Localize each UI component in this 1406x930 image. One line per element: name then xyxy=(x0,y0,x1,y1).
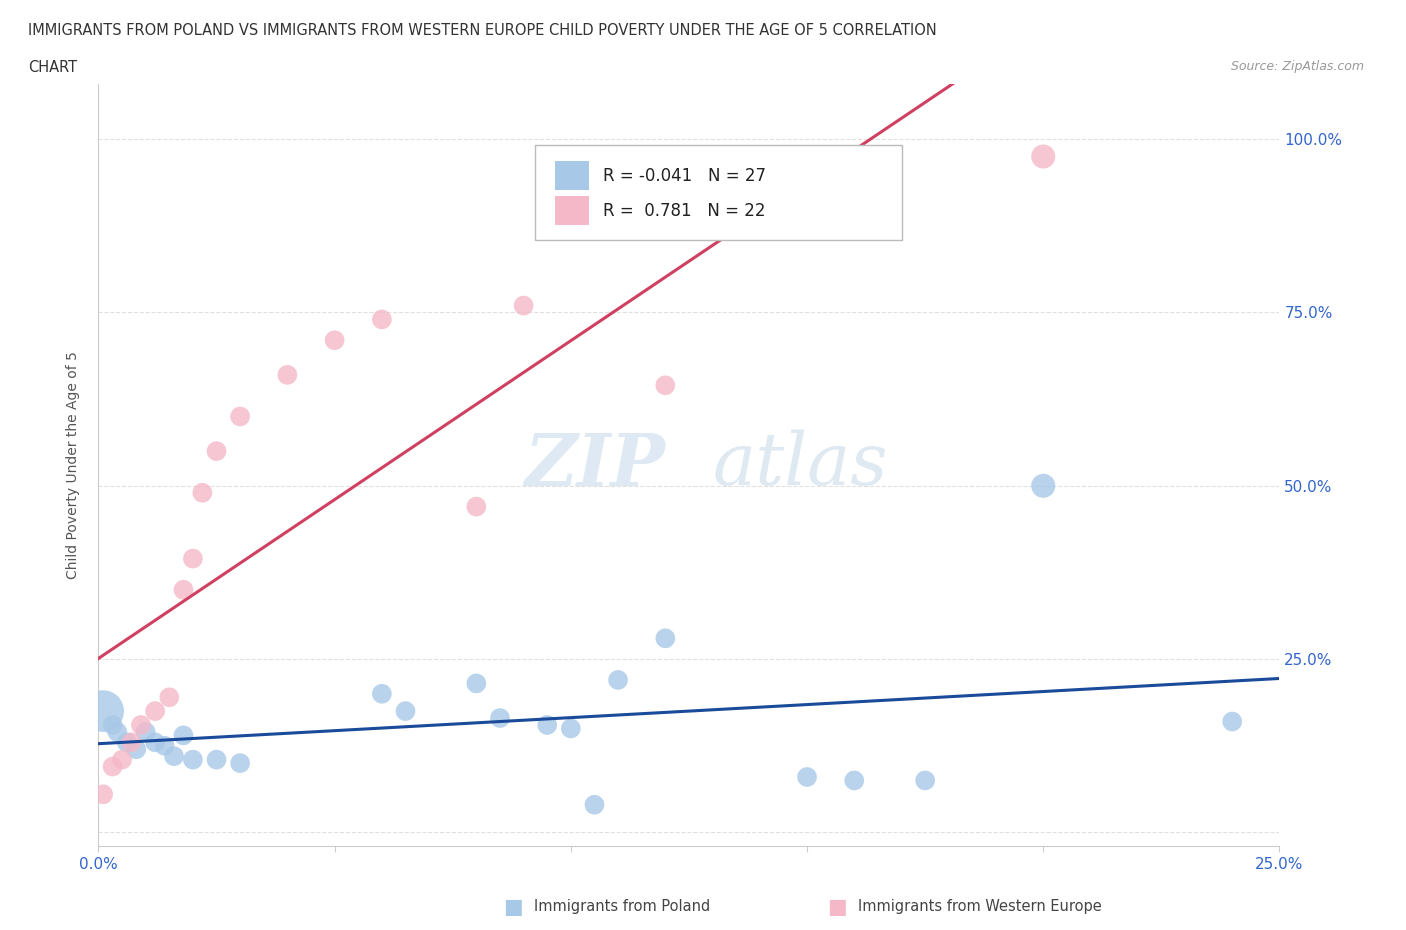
Text: Immigrants from Poland: Immigrants from Poland xyxy=(534,899,710,914)
Point xyxy=(229,756,252,771)
Point xyxy=(172,582,194,597)
Point xyxy=(205,444,228,458)
Point xyxy=(914,773,936,788)
Point xyxy=(229,409,252,424)
FancyBboxPatch shape xyxy=(555,196,589,225)
Point xyxy=(654,631,676,645)
Point xyxy=(143,704,166,719)
Point xyxy=(607,672,630,687)
Point xyxy=(583,797,606,812)
FancyBboxPatch shape xyxy=(555,162,589,191)
Point xyxy=(181,752,204,767)
Point xyxy=(536,718,558,733)
FancyBboxPatch shape xyxy=(536,145,901,240)
Point xyxy=(394,704,416,719)
Text: Immigrants from Western Europe: Immigrants from Western Europe xyxy=(858,899,1101,914)
Point xyxy=(323,333,346,348)
Point xyxy=(796,769,818,784)
Point xyxy=(111,752,134,767)
Point xyxy=(129,718,152,733)
Text: R = -0.041   N = 27: R = -0.041 N = 27 xyxy=(603,167,766,185)
Y-axis label: Child Poverty Under the Age of 5: Child Poverty Under the Age of 5 xyxy=(66,351,80,579)
Point xyxy=(371,312,394,326)
Point xyxy=(135,724,157,739)
Point xyxy=(560,222,582,237)
Point xyxy=(157,690,180,705)
Point xyxy=(205,752,228,767)
Point xyxy=(172,728,194,743)
Point xyxy=(115,735,138,750)
Text: ■: ■ xyxy=(827,897,846,917)
Point xyxy=(143,735,166,750)
Point xyxy=(91,704,114,719)
Point xyxy=(607,219,630,233)
Point xyxy=(654,378,676,392)
Point xyxy=(163,749,186,764)
Point xyxy=(181,551,204,566)
Text: R =  0.781   N = 22: R = 0.781 N = 22 xyxy=(603,202,765,220)
Text: ■: ■ xyxy=(503,897,523,917)
Point xyxy=(1220,714,1243,729)
Point xyxy=(371,686,394,701)
Point xyxy=(465,676,488,691)
Point xyxy=(101,759,124,774)
Point xyxy=(796,222,818,237)
Text: atlas: atlas xyxy=(713,430,889,500)
Text: CHART: CHART xyxy=(28,60,77,75)
Point xyxy=(153,738,176,753)
Point xyxy=(512,299,534,313)
Point xyxy=(91,787,114,802)
Point xyxy=(844,773,866,788)
Point xyxy=(489,711,512,725)
Point xyxy=(465,499,488,514)
Text: ZIP: ZIP xyxy=(524,430,665,500)
Point xyxy=(191,485,214,500)
Point xyxy=(101,718,124,733)
Point xyxy=(560,721,582,736)
Text: Source: ZipAtlas.com: Source: ZipAtlas.com xyxy=(1230,60,1364,73)
Point xyxy=(1032,149,1054,164)
Point xyxy=(1032,478,1054,493)
Point xyxy=(121,735,143,750)
Point xyxy=(125,742,148,757)
Point xyxy=(276,367,298,382)
Point xyxy=(105,724,128,739)
Text: IMMIGRANTS FROM POLAND VS IMMIGRANTS FROM WESTERN EUROPE CHILD POVERTY UNDER THE: IMMIGRANTS FROM POLAND VS IMMIGRANTS FRO… xyxy=(28,23,936,38)
